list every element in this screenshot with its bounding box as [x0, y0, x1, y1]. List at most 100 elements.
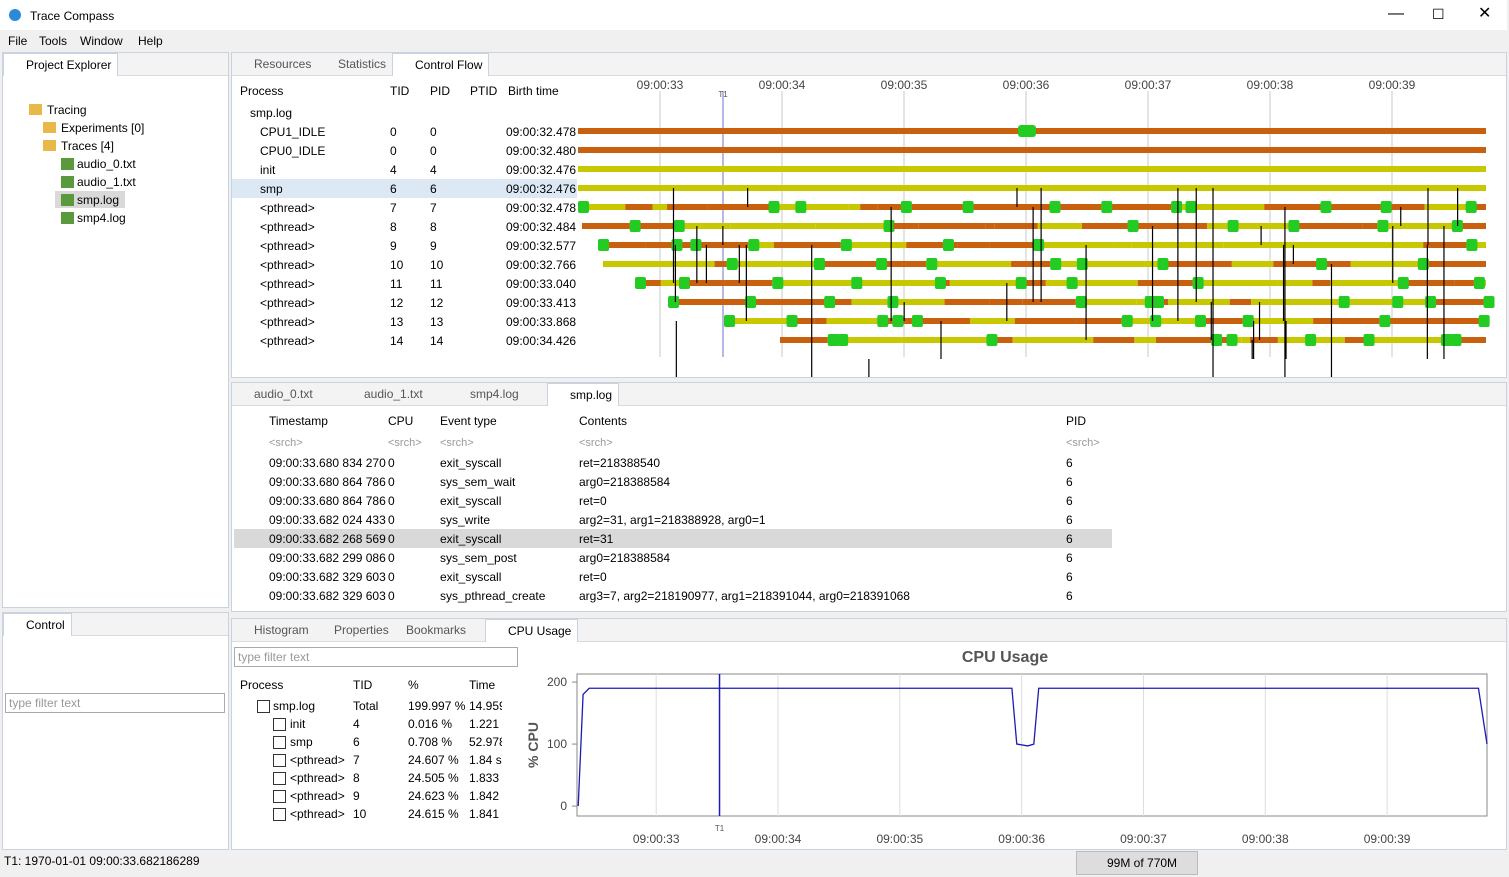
process-name[interactable]: CPU0_IDLE: [260, 143, 325, 159]
process-name[interactable]: <pthread>: [260, 295, 315, 311]
state-block: [1033, 239, 1044, 251]
state-block: [1466, 201, 1477, 213]
process[interactable]: <pthread>: [290, 788, 345, 804]
process-name[interactable]: <pthread>: [260, 238, 315, 254]
search-field[interactable]: <srch>: [440, 435, 474, 451]
state-bar: [945, 299, 990, 305]
tab[interactable]: audio_0.txt: [232, 383, 319, 405]
state-bar: [780, 337, 828, 343]
state-bar: [958, 242, 990, 248]
birth-time: 09:00:33.8687: [506, 314, 576, 330]
tab[interactable]: Project Explorer: [3, 53, 118, 76]
tree-item[interactable]: Experiments [0]: [61, 120, 144, 136]
time-marker-label: T1: [715, 824, 725, 833]
time-marker-label: T1: [718, 90, 728, 99]
search-field[interactable]: <srch>: [579, 435, 613, 451]
cell: 0: [388, 588, 395, 604]
process[interactable]: <pthread>: [290, 806, 345, 822]
state-block: [679, 277, 690, 289]
state-bar: [1033, 242, 1113, 248]
process-name[interactable]: <pthread>: [260, 200, 315, 216]
state-bar: [1448, 318, 1479, 324]
process-name[interactable]: smp: [260, 181, 283, 197]
state-bar: [848, 204, 860, 210]
state-block: [1243, 315, 1254, 327]
cell: sys_sem_wait: [440, 474, 515, 490]
tree-item[interactable]: Traces [4]: [61, 138, 114, 154]
tree-item[interactable]: audio_1.txt: [77, 174, 136, 190]
process-name[interactable]: <pthread>: [260, 333, 315, 349]
tree-item[interactable]: smp.log: [77, 192, 119, 208]
cpu-usage-chart: CPU Usage% CPU010020009:00:3309:00:3409:…: [520, 643, 1505, 848]
pid: 12: [430, 295, 443, 311]
tab[interactable]: audio_1.txt: [342, 383, 429, 405]
checkbox: [273, 772, 286, 785]
state-bar: [1193, 280, 1278, 286]
trace-icon: [61, 176, 74, 188]
state-block: [795, 201, 806, 213]
tab[interactable]: Statistics: [316, 53, 392, 75]
tree-item[interactable]: smp4.log: [77, 210, 126, 226]
tab[interactable]: Control Flow: [392, 53, 489, 76]
trace-icon: [61, 158, 74, 170]
process[interactable]: smp: [290, 734, 313, 750]
process-name[interactable]: <pthread>: [260, 276, 315, 292]
state-block: [668, 296, 679, 308]
state-bar: [578, 185, 1486, 191]
state-bar: [929, 318, 970, 324]
tid: Total: [353, 698, 378, 714]
state-bar: [1250, 337, 1278, 343]
tree-item[interactable]: smp.log: [250, 105, 292, 121]
state-bar: [1013, 337, 1093, 343]
birth-time: 09:00:32.4760: [506, 162, 576, 178]
process-name[interactable]: <pthread>: [260, 314, 315, 330]
tab[interactable]: Bookmarks: [384, 619, 472, 641]
tree-item[interactable]: audio_0.txt: [77, 156, 136, 172]
process[interactable]: init: [290, 716, 305, 732]
filter-input[interactable]: type filter text: [5, 693, 225, 713]
process[interactable]: <pthread>: [290, 770, 345, 786]
checkbox: [273, 754, 286, 767]
state-block: [887, 296, 898, 308]
cell: ret=31: [579, 531, 613, 547]
process-name[interactable]: init: [260, 162, 275, 178]
process-name[interactable]: <pthread>: [260, 257, 315, 273]
menu-item[interactable]: Tools: [39, 33, 67, 49]
tree-item[interactable]: Tracing: [47, 102, 87, 118]
tab[interactable]: smp4.log: [448, 383, 525, 405]
close[interactable]: ✕: [1478, 6, 1491, 22]
tab[interactable]: smp.log: [547, 383, 619, 406]
process-name[interactable]: <pthread>: [260, 219, 315, 235]
tab[interactable]: Histogram: [232, 619, 315, 641]
cell: ret=0: [579, 493, 607, 509]
process-name[interactable]: CPU1_IDLE: [260, 124, 325, 140]
menu-item[interactable]: Help: [138, 33, 163, 49]
x-tick-label: 09:00:37: [1120, 832, 1167, 846]
process[interactable]: smp.log: [273, 698, 315, 714]
tab[interactable]: Resources: [232, 53, 317, 75]
filter-input[interactable]: type filter text: [234, 647, 518, 667]
y-tick-label: 0: [560, 799, 567, 813]
tab[interactable]: CPU Usage: [485, 619, 578, 642]
cell: 09:00:33.682 268 569: [269, 531, 386, 547]
pid: 9: [430, 238, 437, 254]
process[interactable]: <pthread>: [290, 752, 345, 768]
minimize[interactable]: —: [1388, 6, 1404, 22]
control-view: Control type filter text: [2, 612, 229, 850]
tab[interactable]: Properties: [312, 619, 395, 641]
state-block: [892, 315, 903, 327]
tab[interactable]: Control: [3, 613, 72, 636]
state-block: [1450, 334, 1461, 346]
search-field[interactable]: <srch>: [388, 435, 422, 451]
search-field[interactable]: <srch>: [269, 435, 303, 451]
state-block: [876, 258, 887, 270]
maximize[interactable]: ☐: [1432, 6, 1445, 22]
state-bar: [1114, 242, 1132, 248]
menu-item[interactable]: File: [8, 33, 27, 49]
search-field[interactable]: <srch>: [1066, 435, 1100, 451]
time-axis-label: 09:00:37: [1125, 78, 1172, 92]
state-bar: [950, 280, 1016, 286]
menu-item[interactable]: Window: [80, 33, 123, 49]
column-header: PTID: [470, 83, 497, 99]
